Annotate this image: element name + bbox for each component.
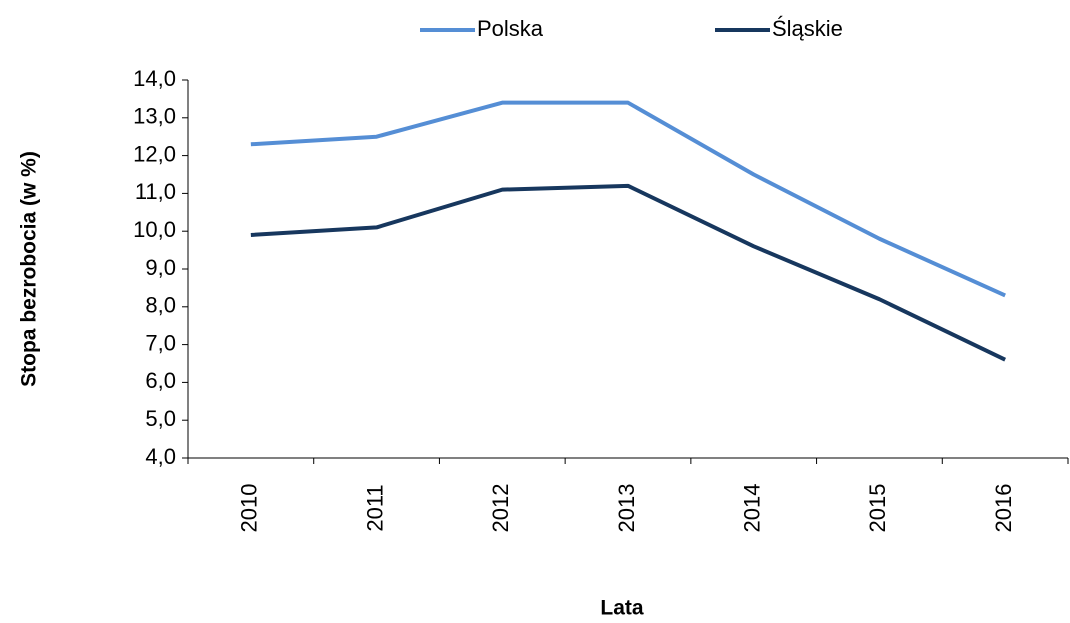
legend-label: Śląskie bbox=[772, 16, 843, 41]
y-tick-label: 4,0 bbox=[145, 444, 176, 469]
y-tick-label: 8,0 bbox=[145, 293, 176, 318]
x-tick-label: 2014 bbox=[740, 484, 765, 533]
x-axis-label: Lata bbox=[600, 597, 644, 620]
x-tick-label: 2016 bbox=[991, 484, 1016, 533]
x-tick-label: 2011 bbox=[362, 484, 387, 531]
x-tick-label: 2013 bbox=[614, 484, 639, 533]
x-tick-label: 2015 bbox=[865, 484, 890, 533]
y-tick-label: 7,0 bbox=[145, 330, 176, 355]
y-tick-label: 6,0 bbox=[145, 368, 176, 393]
y-tick-label: 14,0 bbox=[133, 66, 176, 91]
legend-label: Polska bbox=[477, 16, 544, 41]
y-tick-label: 13,0 bbox=[133, 104, 176, 129]
line-series bbox=[250, 183, 1007, 362]
y-tick-label: 9,0 bbox=[145, 255, 176, 280]
y-tick-label: 12,0 bbox=[133, 141, 176, 166]
y-tick-label: 11,0 bbox=[135, 179, 176, 204]
y-axis-label: Stopa bezrobocia (w %) bbox=[18, 151, 41, 387]
line-series bbox=[250, 100, 1006, 298]
x-tick-label: 2010 bbox=[237, 484, 262, 533]
x-tick-label: 2012 bbox=[488, 484, 513, 533]
y-tick-label: 5,0 bbox=[145, 406, 176, 431]
y-tick-label: 10,0 bbox=[133, 217, 176, 242]
